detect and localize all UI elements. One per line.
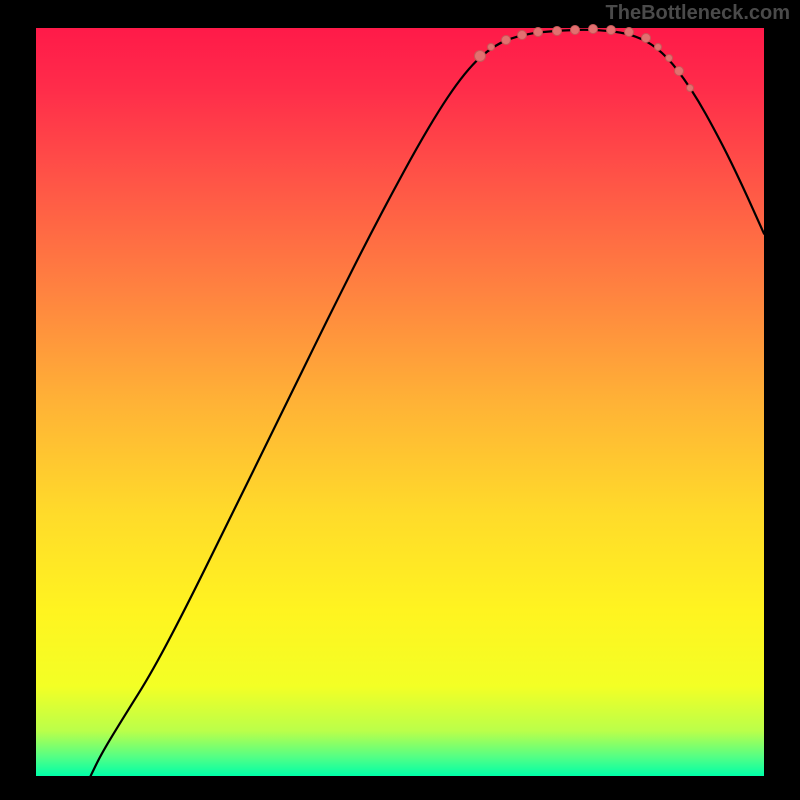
data-marker — [641, 33, 651, 43]
data-marker — [501, 35, 511, 45]
watermark-text: TheBottleneck.com — [606, 2, 790, 25]
data-marker — [665, 54, 673, 62]
data-marker — [552, 26, 562, 36]
bottleneck-curve — [36, 28, 764, 776]
data-marker — [674, 66, 684, 76]
data-marker — [570, 25, 580, 35]
curve-path — [91, 30, 764, 776]
data-marker — [474, 50, 486, 62]
data-marker — [686, 84, 694, 92]
chart-plot-area — [36, 28, 764, 776]
data-marker — [624, 27, 634, 37]
data-marker — [487, 43, 495, 51]
data-marker — [517, 30, 527, 40]
data-marker — [606, 25, 616, 35]
data-marker — [533, 27, 543, 37]
data-marker — [588, 24, 598, 34]
data-marker — [654, 43, 662, 51]
